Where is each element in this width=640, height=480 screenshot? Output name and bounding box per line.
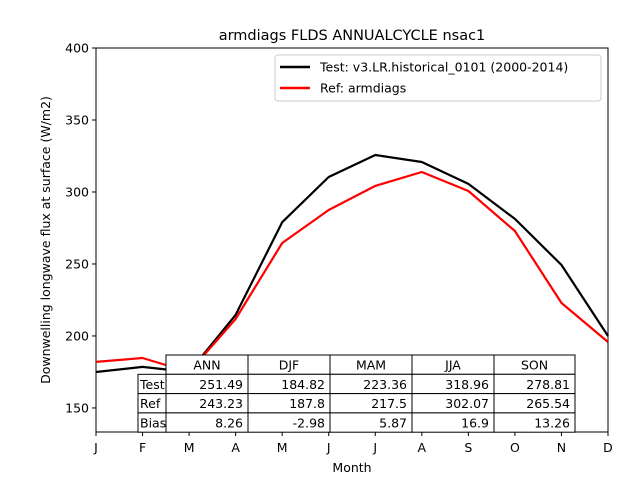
legend-label-test: Test: v3.LR.historical_0101 (2000-2014)	[319, 60, 568, 75]
y-axis-label: Downwelling longwave flux at surface (W/…	[38, 96, 53, 384]
table-header-son: SON	[521, 358, 548, 373]
table-value: 278.81	[526, 377, 570, 392]
table-value: 217.5	[371, 396, 407, 411]
series-lines	[95, 153, 609, 374]
legend: Test: v3.LR.historical_0101 (2000-2014) R…	[274, 54, 602, 102]
table-value: 16.9	[461, 415, 489, 430]
table-value: 251.49	[199, 377, 243, 392]
table-value: 243.23	[199, 396, 243, 411]
y-tick-label: 150	[65, 400, 89, 415]
x-tick-label: M	[184, 440, 195, 455]
x-tick-label: A	[418, 440, 427, 455]
x-tick-label: J	[372, 440, 377, 455]
table-header-ann: ANN	[193, 358, 220, 373]
y-tick-label: 400	[65, 41, 89, 56]
table-value: 187.8	[289, 396, 325, 411]
y-tick-label: 200	[65, 328, 89, 343]
x-tick-label: J	[93, 440, 98, 455]
table-value: 302.07	[445, 396, 489, 411]
table-row-label-bias: Bias	[140, 415, 166, 430]
table-cell	[493, 412, 576, 433]
series-line-test	[95, 153, 609, 374]
y-tick-label: 300	[65, 184, 89, 199]
y-tick-label: 350	[65, 112, 89, 127]
x-tick-label: F	[139, 440, 146, 455]
table-value: 265.54	[526, 396, 570, 411]
x-axis-label: Month	[332, 460, 371, 475]
table-value: -2.98	[293, 415, 325, 430]
chart-title: armdiags FLDS ANNUALCYCLE nsac1	[219, 28, 486, 44]
table-value: 318.96	[445, 377, 489, 392]
x-tick-label: N	[557, 440, 566, 455]
series-line-ref	[95, 170, 609, 374]
table-header-jja: JJA	[444, 358, 461, 373]
table-row-label-ref: Ref	[140, 396, 161, 411]
table-value: 184.82	[281, 377, 325, 392]
table-value: 13.26	[534, 415, 570, 430]
summary-table: ANN DJF MAM JJA SON Test 251.49 184.82 223.36 318…	[137, 354, 576, 433]
table-header-mam: MAM	[356, 358, 386, 373]
table-value: 5.87	[379, 415, 407, 430]
x-tick-label: A	[231, 440, 240, 455]
legend-label-ref: Ref: armdiags	[320, 81, 406, 96]
table-value: 223.36	[363, 377, 407, 392]
x-tick-label: S	[464, 440, 472, 455]
x-tick-label: O	[510, 440, 520, 455]
table-header-djf: DJF	[279, 358, 300, 373]
x-tick-label: D	[603, 440, 613, 455]
table-value: 8.26	[215, 415, 243, 430]
table-row-label-test: Test	[139, 377, 165, 392]
legend-box	[274, 54, 602, 102]
y-tick-label: 250	[65, 256, 89, 271]
x-tick-label: J	[326, 440, 331, 455]
x-tick-label: M	[277, 440, 288, 455]
y-axis-ticks: 150 200 250 300 350 400	[65, 41, 96, 415]
